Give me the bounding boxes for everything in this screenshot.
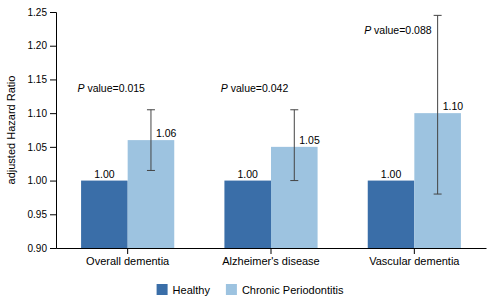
y-axis-line [50, 13, 57, 249]
y-tick: 0.95 [28, 209, 56, 220]
y-tick: 1.25 [28, 7, 56, 18]
y-tick-mark [50, 248, 56, 249]
y-tick: 1.20 [28, 40, 56, 51]
y-tick-label: 1.10 [28, 108, 48, 119]
data-label: 1.06 [156, 127, 177, 139]
x-tick: Vascular dementia [369, 248, 460, 267]
data-label: 1.05 [299, 134, 320, 146]
error-bar [147, 110, 155, 171]
annotations: P value=0.015P value=0.042P value=0.088 [78, 24, 432, 95]
y-tick: 1.15 [28, 74, 56, 85]
y-tick-label: 1.00 [28, 175, 48, 186]
annotation-italic: P [364, 24, 371, 36]
y-tick-label: 1.15 [28, 74, 48, 85]
x-tick-label: Alzheimer's disease [222, 255, 319, 267]
x-tick-mark [127, 248, 128, 254]
annotation-rest: value=0.015 [85, 82, 146, 94]
legend: Healthy Chronic Periodontitis [157, 284, 344, 296]
annotation-rest: value=0.088 [371, 24, 432, 36]
y-tick: 1.10 [28, 108, 56, 119]
x-tick: Alzheimer's disease [222, 248, 319, 267]
y-tick-label: 0.95 [28, 209, 48, 220]
y-tick-mark [50, 214, 56, 215]
y-tick-label: 1.25 [28, 7, 48, 18]
bar [81, 181, 128, 248]
legend-item: Chronic Periodontitis [226, 284, 344, 296]
y-tick-label: 0.90 [28, 243, 48, 254]
annotation-italic: P [78, 82, 85, 94]
data-label: 1.00 [381, 168, 402, 180]
data-labels: 1.00 1.00 1.00 1.06 1.05 1.10 [94, 100, 463, 179]
y-tick: 1.00 [28, 175, 56, 186]
x-tick-mark [271, 248, 272, 254]
legend-item: Healthy [157, 284, 211, 296]
x-tick: Overall dementia [86, 248, 170, 267]
legend-label: Healthy [173, 284, 211, 296]
annotation: P value=0.015 [78, 82, 146, 94]
y-axis-title: adjusted Hazard Ratio [5, 76, 17, 185]
error-bar [290, 110, 298, 181]
data-label: 1.00 [94, 168, 115, 180]
legend-swatch [157, 284, 168, 295]
y-tick-mark [50, 12, 56, 13]
y-axis: 0.90 0.95 1.00 1.05 1.10 1.15 1.20 1.25 [28, 7, 57, 254]
error-bar [434, 15, 442, 194]
x-tick-label: Vascular dementia [369, 255, 460, 267]
data-label: 1.10 [443, 100, 464, 112]
y-tick: 0.90 [28, 243, 56, 254]
chart: 0.90 0.95 1.00 1.05 1.10 1.15 1.20 1.25 Overall … [0, 0, 500, 304]
y-tick-mark [50, 181, 56, 182]
x-tick-mark [414, 248, 415, 254]
y-tick-mark [50, 79, 56, 80]
bar [368, 181, 415, 248]
plot-area [81, 15, 461, 248]
bar-series [128, 15, 461, 248]
annotation: P value=0.042 [221, 82, 289, 94]
annotation-italic: P [221, 82, 228, 94]
annotation: P value=0.088 [364, 24, 432, 36]
y-tick-mark [50, 113, 56, 114]
y-tick-mark [50, 46, 56, 47]
x-tick-label: Overall dementia [86, 255, 170, 267]
y-tick-label: 1.20 [28, 40, 48, 51]
y-tick: 1.05 [28, 142, 56, 153]
data-label: 1.00 [237, 168, 258, 180]
annotation-rest: value=0.042 [228, 82, 289, 94]
bar [224, 181, 271, 248]
legend-label: Chronic Periodontitis [242, 284, 344, 296]
y-tick-label: 1.05 [28, 142, 48, 153]
x-axis: Overall dementia Alzheimer's disease Vascu… [57, 248, 487, 267]
y-tick-mark [50, 147, 56, 148]
legend-swatch [226, 284, 237, 295]
